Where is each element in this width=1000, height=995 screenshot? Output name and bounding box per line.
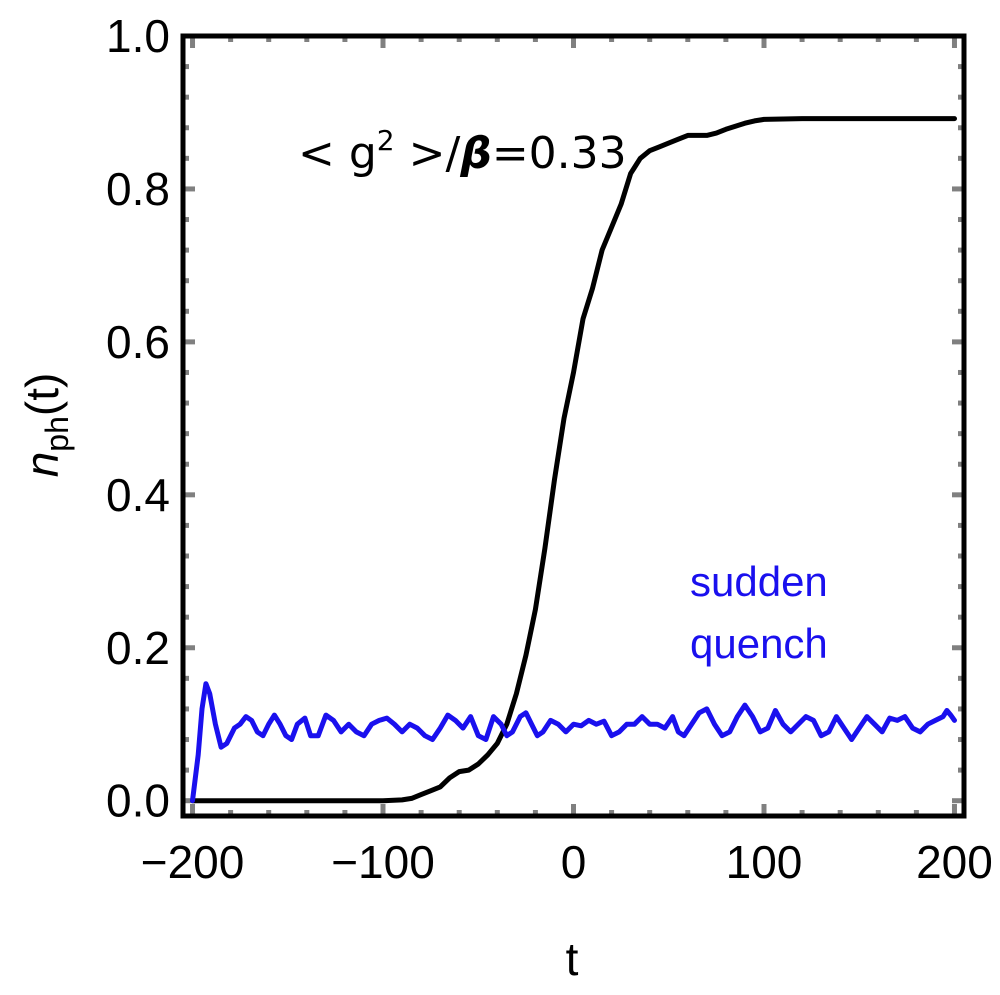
- x-tick-label: −100: [331, 836, 435, 888]
- x-tick-label: −200: [141, 836, 245, 888]
- legend-line-2: quench: [690, 620, 828, 667]
- y-axis-label-base: n: [16, 452, 68, 478]
- annotation-sup: 2: [377, 124, 395, 157]
- x-tick-label: 100: [726, 836, 803, 888]
- series-layer: [190, 116, 957, 804]
- x-tick-label: 200: [916, 836, 993, 888]
- y-tick-label: 0.6: [106, 316, 170, 368]
- plot-frame: [180, 33, 967, 819]
- x-tick-label: 0: [561, 836, 587, 888]
- y-tick-label: 0.4: [106, 469, 170, 521]
- y-tick-label: 1.0: [106, 10, 170, 62]
- x-axis-label: t: [566, 933, 579, 985]
- legend-line-1: sudden: [690, 558, 828, 605]
- annotation-post: =0.33: [492, 128, 627, 179]
- y-tick-label: 0.0: [106, 775, 170, 827]
- tick-labels-layer: 0.0 0.2 0.4 0.6 0.8 1.0 −200 −100 0 100 200: [106, 10, 993, 888]
- annotation-pre: < g: [298, 128, 377, 179]
- series-line-main: [190, 116, 957, 804]
- y-axis-label: nph(t): [16, 373, 75, 478]
- y-tick-label: 0.2: [106, 622, 170, 674]
- annotation-label: < g2 >/β=0.33: [298, 124, 627, 179]
- y-axis-label-suffix: (t): [16, 373, 68, 416]
- annotation-mid: >/: [395, 128, 461, 179]
- y-tick-label: 0.8: [106, 163, 170, 215]
- annotation-beta: β: [459, 128, 492, 179]
- y-axis-label-sub: ph: [39, 416, 75, 452]
- legend-label-sudden-quench: sudden quench: [690, 558, 828, 667]
- series-line-sudden-quench: [190, 681, 957, 804]
